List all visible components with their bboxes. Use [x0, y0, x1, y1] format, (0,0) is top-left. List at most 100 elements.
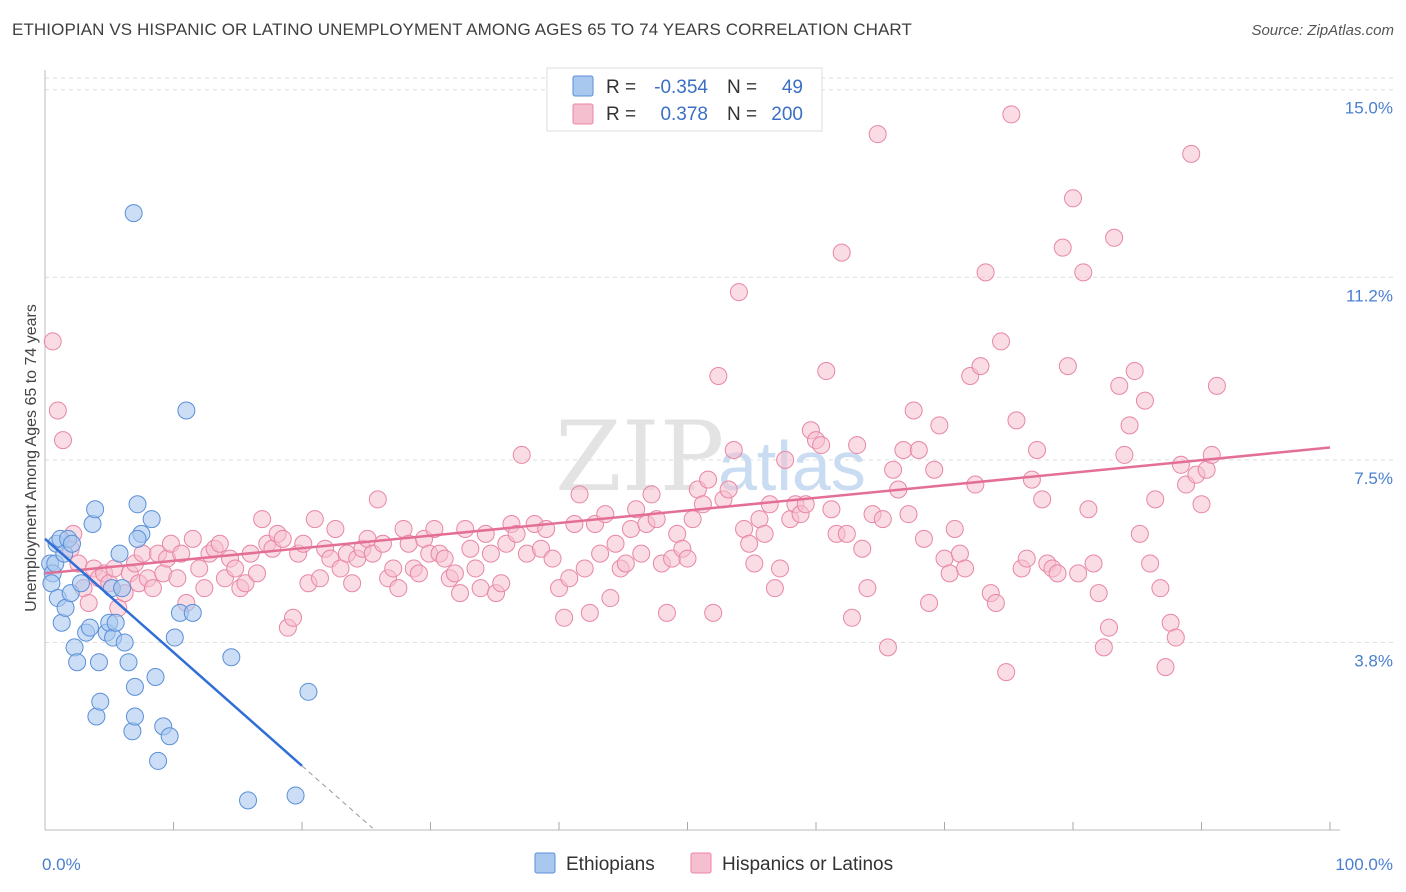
legend-n-value-1: 49: [782, 77, 803, 98]
legend-r-value-2: 0.378: [660, 104, 708, 125]
hispanic-point: [704, 603, 723, 622]
ethiopian-point: [42, 574, 61, 593]
ethiopian-point: [299, 682, 318, 701]
hispanic-point: [1146, 490, 1165, 509]
ethiopian-point: [146, 668, 165, 687]
hispanic-point: [373, 534, 392, 553]
legend-r-label-1: R =: [606, 77, 636, 98]
hispanic-point: [273, 529, 292, 548]
hispanic-point: [878, 638, 897, 657]
hispanic-point: [409, 564, 428, 583]
hispanic-point: [1141, 554, 1160, 573]
hispanic-point: [657, 603, 676, 622]
ethiopian-point: [113, 579, 132, 598]
hispanic-point: [389, 579, 408, 598]
hispanic-point: [172, 544, 191, 563]
hispanic-point: [956, 559, 975, 578]
y-tick-label-1: 7.5%: [1354, 469, 1393, 488]
hispanic-point: [580, 603, 599, 622]
ethiopian-point: [86, 500, 105, 519]
hispanic-point: [842, 608, 861, 627]
ethiopian-points: [41, 204, 318, 810]
hispanic-trend-line: [44, 446, 1331, 575]
chart-title: ETHIOPIAN VS HISPANIC OR LATINO UNEMPLOY…: [12, 20, 912, 39]
hispanic-point: [1007, 411, 1026, 430]
hispanic-point: [616, 554, 635, 573]
hispanic-point: [997, 663, 1016, 682]
hispanic-point: [899, 505, 918, 524]
hispanic-point: [1002, 105, 1021, 124]
hispanic-point: [745, 554, 764, 573]
hispanic-point: [481, 544, 500, 563]
hispanic-point: [678, 549, 697, 568]
hispanic-point: [621, 519, 640, 538]
hispanic-point: [683, 510, 702, 529]
hispanic-point: [1017, 549, 1036, 568]
hispanic-point: [606, 534, 625, 553]
legend-swatch-hispanics: [572, 103, 594, 125]
ethiopian-point: [119, 653, 138, 672]
ethiopian-point: [89, 653, 108, 672]
hispanic-point: [1115, 445, 1134, 464]
hispanic-point: [310, 569, 329, 588]
hispanic-point: [1064, 189, 1082, 208]
hispanic-point: [729, 283, 748, 302]
hispanic-point: [1074, 263, 1093, 282]
hispanic-point: [1125, 362, 1144, 381]
hispanic-point: [853, 539, 872, 558]
hispanic-point: [492, 574, 511, 593]
ethiopian-point: [142, 510, 161, 529]
axes: [44, 70, 1340, 831]
hispanic-point: [976, 263, 995, 282]
hispanic-point: [760, 495, 779, 514]
hispanic-point: [1099, 618, 1118, 637]
hispanic-point: [709, 366, 728, 385]
hispanic-point: [253, 510, 272, 529]
hispanic-point: [284, 608, 303, 627]
hispanic-point: [1207, 376, 1226, 395]
hispanic-point: [1048, 564, 1067, 583]
hispanic-point: [868, 125, 887, 144]
ethiopian-point: [160, 727, 179, 746]
ethiopian-point: [183, 603, 202, 622]
hispanic-point: [832, 243, 851, 262]
hispanic-point: [776, 450, 795, 469]
hispanic-point: [1079, 500, 1098, 519]
hispanic-point: [343, 574, 362, 593]
hispanic-point: [543, 549, 562, 568]
hispanic-point: [1028, 441, 1047, 459]
hispanic-point: [812, 436, 831, 455]
y-tick-label-0: 3.8%: [1354, 651, 1393, 670]
hispanic-point: [925, 460, 944, 479]
ethiopian-point: [87, 707, 106, 726]
ethiopian-point: [110, 544, 129, 563]
legend-n-label-1: N =: [727, 77, 757, 98]
hispanic-point: [79, 593, 98, 612]
hispanic-point: [456, 519, 475, 538]
hispanic-point: [986, 593, 1005, 612]
hispanic-point: [570, 485, 589, 504]
hispanic-point: [425, 519, 444, 538]
hispanic-point: [719, 480, 738, 499]
ethiopian-point: [91, 692, 110, 711]
hispanic-point: [565, 515, 584, 534]
legend-swatch-ethiopians: [572, 75, 594, 97]
hispanic-point: [945, 519, 964, 538]
ethiopian-point: [115, 633, 134, 652]
hispanic-point: [1022, 470, 1041, 489]
x-tick-label-1: 100.0%: [1335, 855, 1393, 874]
hispanic-point: [699, 470, 718, 489]
ethiopian-point: [62, 534, 81, 553]
bottom-legend: Ethiopians Hispanics or Latinos: [534, 852, 893, 875]
x-tick-label-0: 0.0%: [42, 855, 81, 874]
ethiopian-point: [149, 751, 168, 770]
hispanic-point: [512, 445, 531, 464]
hispanic-point: [642, 485, 661, 504]
hispanic-point: [555, 608, 574, 627]
hispanic-point: [894, 441, 913, 459]
hispanic-point: [765, 579, 784, 598]
hispanic-point: [1166, 628, 1185, 647]
hispanic-point: [43, 332, 62, 351]
legend-r-label-2: R =: [606, 104, 636, 125]
